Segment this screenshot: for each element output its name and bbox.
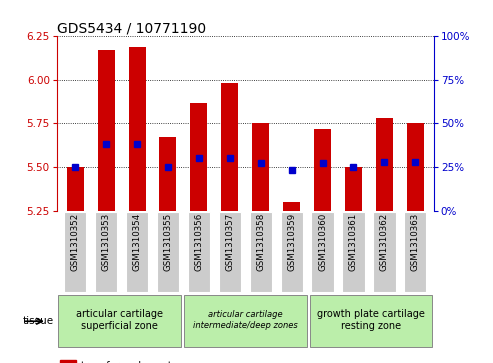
Bar [252, 123, 269, 211]
FancyBboxPatch shape [184, 295, 307, 347]
Text: GSM1310362: GSM1310362 [380, 213, 389, 271]
Bar [98, 50, 115, 211]
Bar [314, 129, 331, 211]
Text: GSM1310352: GSM1310352 [70, 213, 80, 271]
Bar [67, 167, 84, 211]
Text: GSM1310359: GSM1310359 [287, 213, 296, 271]
Text: GSM1310360: GSM1310360 [318, 213, 327, 271]
Bar [345, 167, 362, 211]
Text: GSM1310363: GSM1310363 [411, 213, 420, 271]
FancyBboxPatch shape [64, 212, 86, 292]
Bar [283, 202, 300, 211]
FancyBboxPatch shape [404, 212, 426, 292]
Text: tissue: tissue [23, 316, 54, 326]
Text: GDS5434 / 10771190: GDS5434 / 10771190 [57, 21, 206, 35]
Text: GSM1310361: GSM1310361 [349, 213, 358, 271]
FancyBboxPatch shape [281, 212, 303, 292]
FancyBboxPatch shape [95, 212, 117, 292]
Bar [129, 47, 145, 211]
FancyBboxPatch shape [157, 212, 179, 292]
Bar [61, 359, 75, 363]
Text: GSM1310354: GSM1310354 [133, 213, 141, 271]
Bar [221, 83, 238, 211]
Text: GSM1310356: GSM1310356 [194, 213, 204, 271]
FancyBboxPatch shape [249, 212, 272, 292]
Text: transformed count: transformed count [81, 360, 172, 363]
FancyBboxPatch shape [373, 212, 395, 292]
FancyBboxPatch shape [126, 212, 148, 292]
FancyBboxPatch shape [219, 212, 241, 292]
Text: growth plate cartilage
resting zone: growth plate cartilage resting zone [317, 309, 425, 331]
Bar [190, 102, 208, 211]
Text: GSM1310358: GSM1310358 [256, 213, 265, 271]
FancyBboxPatch shape [310, 295, 432, 347]
Text: articular cartilage
superficial zone: articular cartilage superficial zone [76, 309, 163, 331]
FancyBboxPatch shape [342, 212, 365, 292]
Bar [376, 118, 393, 211]
Text: GSM1310355: GSM1310355 [164, 213, 173, 271]
FancyBboxPatch shape [188, 212, 210, 292]
FancyBboxPatch shape [58, 295, 181, 347]
FancyBboxPatch shape [312, 212, 334, 292]
Text: GSM1310357: GSM1310357 [225, 213, 234, 271]
Text: articular cartilage
intermediate/deep zones: articular cartilage intermediate/deep zo… [193, 310, 298, 330]
Text: GSM1310353: GSM1310353 [102, 213, 110, 271]
Bar [159, 137, 176, 211]
Bar [407, 123, 424, 211]
